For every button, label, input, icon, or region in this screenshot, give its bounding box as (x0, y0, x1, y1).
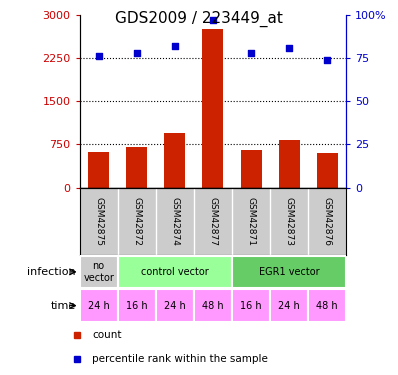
Text: 16 h: 16 h (126, 301, 148, 310)
Bar (279, 140, 300, 188)
Text: 24 h: 24 h (278, 301, 300, 310)
Text: GSM42875: GSM42875 (94, 197, 103, 246)
Bar (156, 290, 194, 322)
Bar (240, 150, 261, 188)
Text: GSM42873: GSM42873 (285, 197, 294, 246)
Text: GDS2009 / 223449_at: GDS2009 / 223449_at (115, 11, 283, 27)
Bar (317, 153, 338, 188)
Text: infection: infection (27, 267, 76, 277)
Bar (203, 29, 223, 188)
Text: 24 h: 24 h (88, 301, 109, 310)
Text: 48 h: 48 h (316, 301, 338, 310)
Point (172, 43, 178, 49)
Bar (270, 290, 308, 322)
Text: 48 h: 48 h (202, 301, 224, 310)
Text: no
vector: no vector (83, 261, 114, 283)
Text: 16 h: 16 h (240, 301, 262, 310)
Text: count: count (92, 330, 121, 340)
Bar (118, 256, 232, 288)
Point (324, 57, 330, 63)
Bar (126, 147, 147, 188)
Text: EGR1 vector: EGR1 vector (259, 267, 320, 277)
Point (134, 50, 140, 56)
Bar (80, 290, 118, 322)
Bar (80, 256, 118, 288)
Text: percentile rank within the sample: percentile rank within the sample (92, 354, 268, 364)
Bar (164, 133, 185, 188)
Text: GSM42871: GSM42871 (246, 197, 256, 246)
Text: GSM42877: GSM42877 (209, 197, 217, 246)
Text: control vector: control vector (141, 267, 209, 277)
Bar (88, 152, 109, 188)
Point (96, 53, 102, 59)
Bar (232, 256, 346, 288)
Text: GSM42876: GSM42876 (323, 197, 332, 246)
Point (210, 17, 216, 23)
Text: GSM42872: GSM42872 (132, 197, 141, 246)
Bar (194, 290, 232, 322)
Text: 24 h: 24 h (164, 301, 186, 310)
Point (286, 45, 292, 51)
Bar (308, 290, 346, 322)
Text: time: time (51, 301, 76, 310)
Text: GSM42874: GSM42874 (170, 197, 179, 246)
Point (248, 50, 254, 56)
Bar (232, 290, 270, 322)
Bar (118, 290, 156, 322)
